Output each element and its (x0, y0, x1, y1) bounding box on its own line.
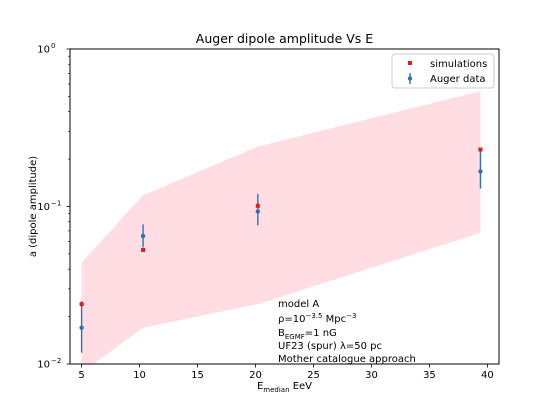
y-tick-exponent: −2 (51, 357, 61, 365)
annotation-density: ρ=10−3.5 Mpc−3 (278, 312, 356, 325)
auger-data-point (79, 325, 84, 330)
y-tick-exponent: 0 (51, 42, 55, 50)
simulation-point (141, 247, 146, 252)
x-tick-label: 20 (249, 370, 262, 381)
x-axis-label-sub: median (263, 386, 289, 394)
annotation-field-sub: EGMF (285, 333, 305, 341)
annotation-density-exp: −3.5 (305, 312, 322, 320)
annotation-density-unit-exp: −3 (346, 312, 356, 320)
annotation-density-unit: Mpc (322, 314, 346, 325)
x-axis-ticks: 5 10 15 20 25 30 35 40 (78, 364, 494, 381)
annotation-field-post: =1 nG (305, 328, 337, 339)
y-tick-label: 10 (37, 360, 50, 371)
x-axis-label-main: E (257, 381, 263, 392)
x-axis-label: Emedian EeV (257, 381, 312, 394)
marks-layer (79, 147, 483, 353)
auger-data-point (255, 209, 261, 214)
simulation-point (478, 147, 483, 152)
model-annotation: model A ρ=10−3.5 Mpc−3 BEGMF=1 nG UF23 (… (278, 299, 416, 365)
chart-title: Auger dipole amplitude Vs E (196, 31, 374, 46)
annotation-field-pre: B (278, 328, 285, 339)
legend-auger-marker (407, 76, 413, 81)
band-layer (81, 91, 481, 364)
legend-box (391, 53, 495, 89)
x-tick-label: 35 (423, 370, 436, 381)
annotation-density-pre: ρ=10 (278, 314, 305, 325)
simulation-range-band (81, 91, 481, 364)
y-tick-label: 10 (37, 202, 50, 213)
legend-simulations-marker (408, 61, 412, 65)
legend-simulations-label: simulations (430, 59, 487, 70)
auger-data-point (478, 169, 483, 174)
auger-data-point (140, 233, 146, 239)
annotation-model: model A (278, 299, 319, 310)
x-tick-label: 10 (133, 370, 146, 381)
x-tick-label: 25 (307, 370, 320, 381)
x-tick-label: 40 (481, 370, 494, 381)
annotation-field: BEGMF=1 nG (278, 328, 337, 341)
legend-auger-label: Auger data (430, 74, 486, 85)
simulation-point (79, 302, 84, 307)
x-axis-label-rest: EeV (290, 381, 313, 392)
legend: simulations Auger data (391, 53, 495, 89)
x-tick-label: 5 (78, 370, 84, 381)
simulation-point (255, 203, 260, 208)
x-tick-label: 15 (191, 370, 204, 381)
y-tick-exponent: −1 (51, 200, 61, 208)
annotation-catalogue: Mother catalogue approach (278, 354, 416, 365)
y-tick-label: 10 (37, 45, 50, 56)
y-axis-label: a (dipole amplitude) (28, 156, 39, 257)
annotation-gmf-model: UF23 (spur) λ=50 pc (278, 341, 382, 352)
x-tick-label: 30 (365, 370, 378, 381)
